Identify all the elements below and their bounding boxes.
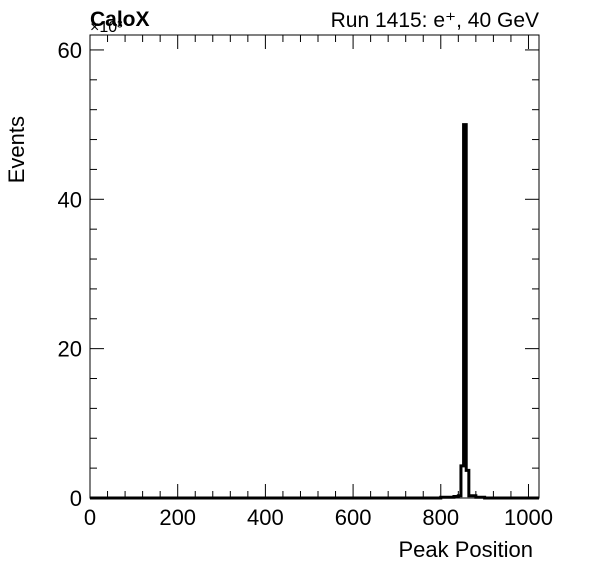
run-info: Run 1415: e⁺, 40 GeV [331,9,539,32]
x-tick-label: 0 [84,505,96,530]
y-tick-label: 20 [58,337,82,362]
y-multiplier: ×10³ [90,19,123,36]
y-axis-label: Events [4,116,29,183]
y-ticks [90,49,539,499]
x-tick-labels: 0 200 400 600 800 1000 [84,505,553,530]
y-tick-labels: 0 20 40 60 [58,38,82,511]
plot-frame [89,34,540,499]
x-tick-label: 400 [247,505,284,530]
histogram-series [90,123,539,500]
calox-logo: CaloX [90,8,150,31]
y-tick-label: 40 [58,187,82,212]
y-tick-label: 60 [58,38,82,63]
x-tick-label: 200 [159,505,196,530]
x-axis-label: Peak Position [398,537,533,562]
x-tick-label: 800 [422,505,459,530]
x-tick-label: 1000 [504,505,553,530]
y-tick-label: 0 [70,486,82,511]
x-tick-label: 600 [335,505,372,530]
